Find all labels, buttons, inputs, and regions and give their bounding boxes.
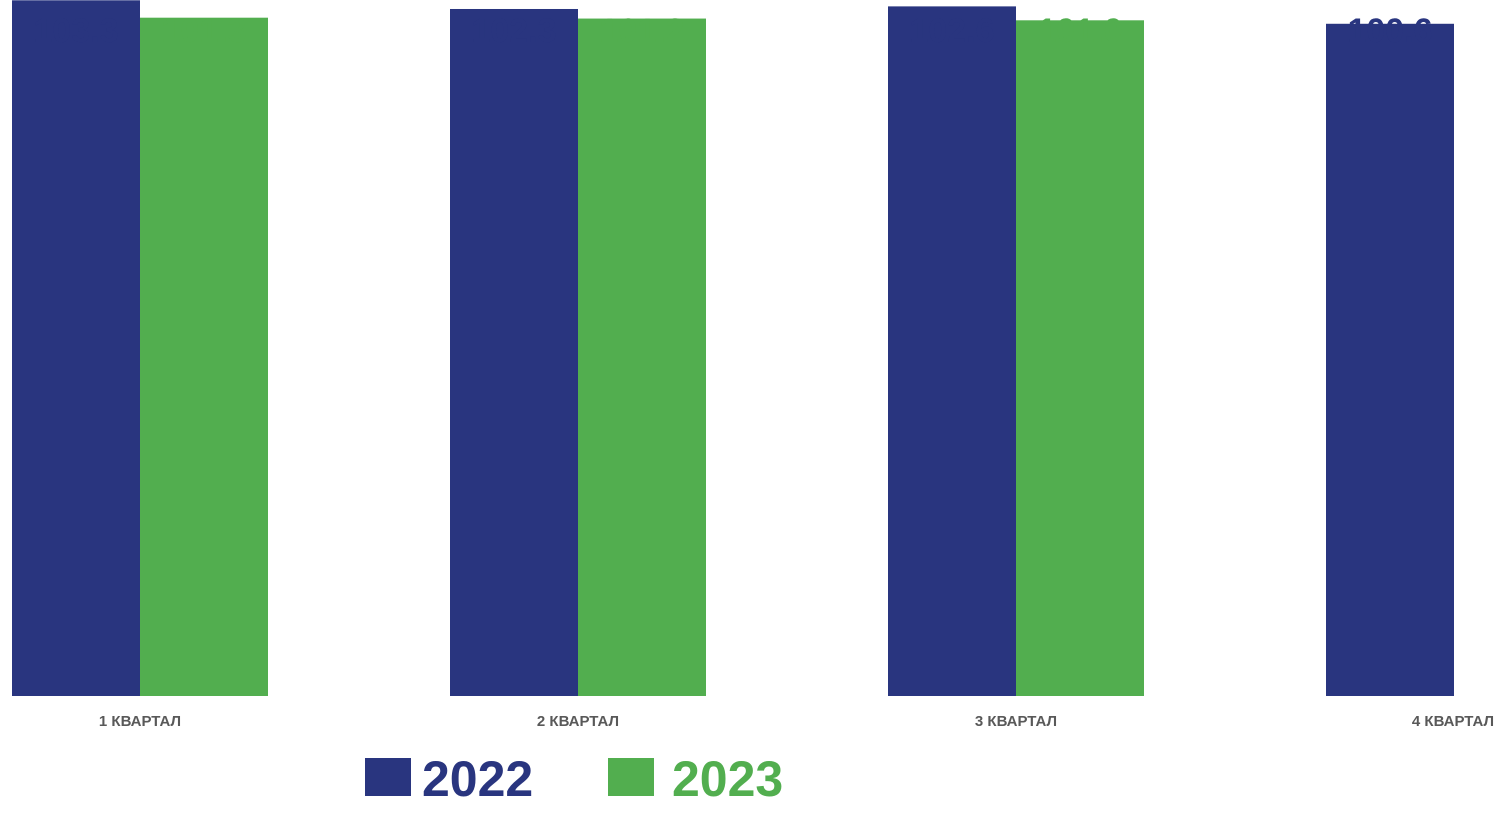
legend-label-2023: 2023 <box>672 751 783 807</box>
legend: 2022 2023 <box>365 751 783 807</box>
value-label-2022-q3: 102.6 <box>909 12 994 50</box>
category-labels-group: 1 КВАРТАЛ 2 КВАРТАЛ 3 КВАРТАЛ 4 КВАРТАЛ <box>99 713 1494 730</box>
bar-2023-q2 <box>578 18 706 697</box>
value-label-2022-q2: 102.3 <box>471 12 556 50</box>
bar-2023-q3 <box>1016 20 1144 697</box>
value-label-2022-q1: 103.3 <box>33 12 118 50</box>
bar-2022-q1 <box>12 0 140 697</box>
legend-swatch-2023 <box>608 758 654 796</box>
legend-label-2022: 2022 <box>422 751 533 807</box>
bar-2023-q1 <box>140 17 268 696</box>
legend-swatch-2022 <box>365 758 411 796</box>
value-labels-group: 103.3 101.3 102.3 101.2 102.6 101.0 100.6 <box>33 12 1432 50</box>
category-label-q4: 4 КВАРТАЛ <box>1412 713 1494 730</box>
bar-2022-q4 <box>1326 23 1454 696</box>
bar-2022-q2 <box>450 8 578 697</box>
category-label-q3: 3 КВАРТАЛ <box>975 713 1057 730</box>
bar-2022-q3 <box>888 6 1016 696</box>
value-label-2022-q4: 100.6 <box>1347 12 1432 50</box>
value-label-2023-q2: 101.2 <box>599 12 684 50</box>
category-label-q1: 1 КВАРТАЛ <box>99 713 181 730</box>
bars-group <box>12 0 1454 697</box>
value-label-2023-q1: 101.3 <box>161 12 246 50</box>
category-label-q2: 2 КВАРТАЛ <box>537 713 619 730</box>
value-label-2023-q3: 101.0 <box>1037 12 1122 50</box>
